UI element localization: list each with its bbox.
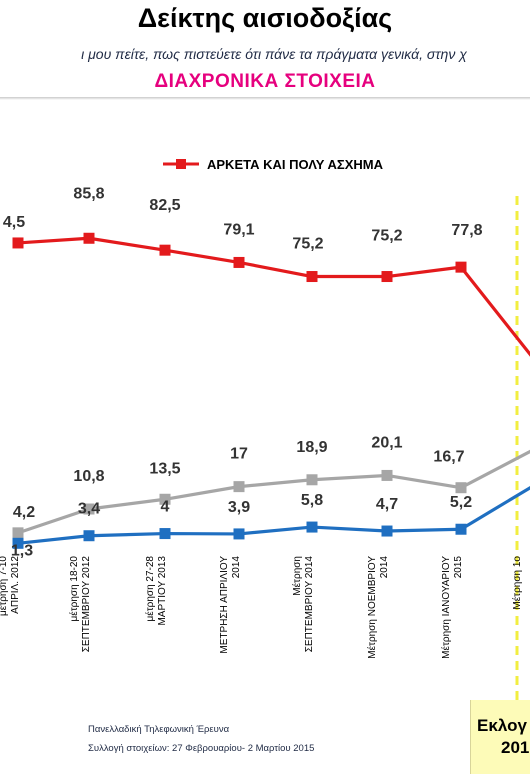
data-point [381,469,393,481]
data-point [233,528,245,540]
fieldwork-note: Συλλογή στοιχείων: 27 Φεβρουαρίου- 2 Μαρ… [88,743,315,754]
page-title: Δείκτης αισιοδοξίας [137,3,393,33]
source-note: Πανελλαδική Τηλεφωνική Έρευνα [88,724,230,735]
data-label: 75,2 [292,236,323,253]
data-label: 4,5 [3,214,25,231]
data-point [306,271,318,283]
data-point [381,271,393,283]
data-label: 3,4 [78,501,100,518]
series-2: 1,33,443,95,84,75,21 [11,485,530,559]
data-point [233,481,245,493]
data-point [159,493,171,505]
series-1: 4,2 10,8 13,5 17 18,9 20,1 16,7 [12,434,530,539]
chart-subtitle: ΔΙΑΧΡΟΝΙΚΑ ΣΤΟΙΧΕΙΑ [154,71,376,92]
x-tick-label: ΜέτρησηΣΕΠΤΕΜΒΡΙΟΥ 2014 [291,556,315,653]
data-label: 4,2 [13,504,35,521]
data-point [159,244,171,256]
data-label: 13,5 [149,460,180,477]
data-label: 4,7 [376,496,398,513]
x-tick-label: Μέτρηση 1ο [511,556,523,610]
data-point [83,530,95,542]
series-0: 4,5 85,8 82,5 79,1 75,2 75,2 77,8 [3,185,530,357]
data-label: 18,9 [296,439,327,456]
data-label: 3,9 [228,499,250,516]
data-label: 85,8 [73,185,104,202]
x-tick-label: μέτρηση 18-20ΣΕΠΤΕΜΒΡΙΟΥ 2012 [68,556,92,653]
line-chart: ΑΛΑΑΡΚΕΤΑ ΚΑΙ ΠΟΛΥ ΑΣΧΗΜΑ 4,5 85,8 82,5 79,… [0,157,530,700]
data-point [306,474,318,486]
data-label: 17 [230,446,248,463]
data-label: 82,5 [149,197,180,214]
data-point [83,232,95,244]
x-tick-label: Μέτρηση ΝΟΕΜΒΡΙΟΥ2014 [366,556,390,659]
data-point [12,527,24,539]
series-line [17,449,530,535]
data-label: 77,8 [451,222,482,239]
data-label: 5,8 [301,492,323,509]
data-point [381,525,393,537]
series-line [17,236,530,357]
x-tick-label: μέτρηση 7-10ΑΠΡΙΛ. 2012 [0,556,21,616]
data-point [233,256,245,268]
data-point [12,537,24,549]
data-point [83,503,95,515]
election-year: 201 [501,738,530,757]
data-point [455,261,467,273]
header-divider [0,97,530,100]
data-label: 79,1 [223,221,254,238]
election-label: Εκλογ [477,716,527,735]
chart-legend: ΑΛΑΑΡΚΕΤΑ ΚΑΙ ΠΟΛΥ ΑΣΧΗΜΑ [163,157,384,172]
chart-series: 4,5 85,8 82,5 79,1 75,2 75,2 77,8 4,2 10,8 13,5 17… [3,185,530,559]
data-label: 4 [161,499,170,516]
x-axis-labels: μέτρηση 7-10ΑΠΡΙΛ. 2012 μέτρηση 18-20ΣΕΠΤ… [0,556,523,659]
election-box: Εκλογ 201 [470,700,530,774]
data-point [455,482,467,494]
x-tick-label: Μέτρηση ΙΑΝΟΥΑΡΙΟΥ2015 [440,556,464,659]
survey-question: ι μου πείτε, πως πιστεύετε ότι πάνε τα π… [81,46,467,62]
data-label: 10,8 [73,468,104,485]
data-label: 20,1 [371,434,402,451]
series-line [17,485,530,545]
x-tick-label: ΜΕΤΡΗΣΗ ΑΠΡΙΛΙΟΥ2014 [219,556,242,654]
data-label: 75,2 [371,228,402,245]
data-point [306,521,318,533]
data-point [455,523,467,535]
data-point [12,237,24,249]
data-label: 16,7 [433,449,464,466]
data-label: 5,2 [450,494,472,511]
data-label: 1,3 [11,542,33,559]
data-point [159,528,171,540]
legend-swatch-marker [176,159,186,169]
x-tick-label: μέτρηση 27-28ΜΑΡΤΙΟΥ 2013 [144,556,168,626]
legend-label: ΑΡΚΕΤΑ ΚΑΙ ΠΟΛΥ ΑΣΧΗΜΑ [207,157,384,172]
